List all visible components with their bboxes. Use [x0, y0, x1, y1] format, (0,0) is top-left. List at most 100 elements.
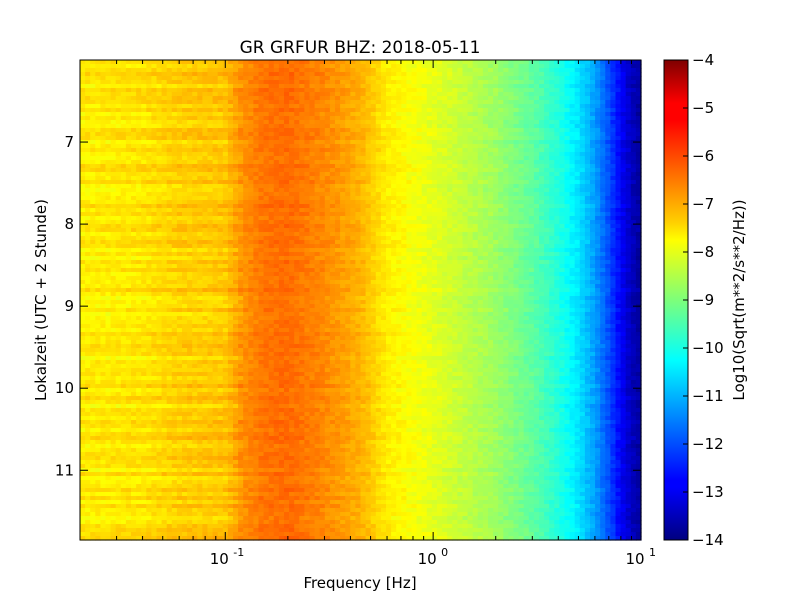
- heatmap-cell: [253, 188, 260, 193]
- heatmap-cell: [171, 388, 178, 393]
- heatmap-cell: [166, 104, 173, 109]
- heatmap-cell: [263, 328, 270, 333]
- heatmap-cell: [212, 136, 219, 141]
- heatmap-cell: [284, 192, 290, 197]
- heatmap-cell: [253, 276, 260, 281]
- heatmap-cell: [100, 408, 107, 413]
- heatmap-cell: [278, 364, 285, 369]
- heatmap-cell: [90, 332, 96, 337]
- heatmap-cell: [80, 536, 86, 541]
- heatmap-cell: [263, 264, 270, 269]
- heatmap-cell: [212, 356, 219, 361]
- heatmap-cell: [263, 156, 270, 161]
- heatmap-cell: [238, 176, 244, 181]
- heatmap-cell: [217, 312, 224, 317]
- heatmap-cell: [207, 112, 214, 117]
- heatmap-cell: [141, 472, 147, 477]
- heatmap-cell: [207, 148, 214, 153]
- heatmap-cell: [253, 448, 260, 453]
- heatmap-cell: [171, 420, 178, 425]
- heatmap-cell: [125, 380, 132, 385]
- heatmap-cell: [161, 448, 168, 453]
- heatmap-cell: [146, 304, 152, 309]
- heatmap-cell: [120, 328, 127, 333]
- heatmap-cell: [90, 500, 96, 505]
- heatmap-cell: [141, 280, 147, 285]
- heatmap-cell: [289, 144, 295, 149]
- heatmap-cell: [217, 388, 224, 393]
- heatmap-cell: [217, 496, 224, 501]
- heatmap-cell: [258, 376, 265, 381]
- heatmap-cell: [268, 392, 275, 397]
- heatmap-cell: [182, 72, 188, 77]
- heatmap-cell: [289, 296, 295, 301]
- heatmap-cell: [146, 320, 152, 325]
- heatmap-cell: [207, 216, 214, 221]
- heatmap-cell: [207, 432, 214, 437]
- heatmap-cell: [136, 300, 142, 305]
- heatmap-cell: [120, 100, 127, 105]
- heatmap-cell: [243, 192, 249, 197]
- heatmap-cell: [187, 92, 193, 97]
- heatmap-cell: [243, 512, 249, 517]
- heatmap-cell: [258, 340, 265, 345]
- heatmap-cell: [197, 132, 203, 137]
- heatmap-cell: [156, 252, 163, 257]
- heatmap-cell: [258, 252, 265, 257]
- heatmap-cell: [238, 476, 244, 481]
- heatmap-cell: [289, 212, 295, 217]
- heatmap-cell: [207, 420, 214, 425]
- heatmap-cell: [110, 164, 117, 169]
- heatmap-cell: [222, 292, 229, 297]
- heatmap-cell: [284, 220, 290, 225]
- heatmap-cell: [263, 432, 270, 437]
- heatmap-cell: [120, 228, 127, 233]
- heatmap-cell: [131, 304, 137, 309]
- heatmap-cell: [187, 68, 193, 73]
- heatmap-cell: [182, 476, 188, 481]
- heatmap-cell: [146, 512, 152, 517]
- heatmap-cell: [268, 132, 275, 137]
- heatmap-cell: [273, 308, 280, 313]
- heatmap-cell: [115, 260, 122, 265]
- heatmap-cell: [151, 364, 158, 369]
- heatmap-cell: [161, 432, 168, 437]
- heatmap-cell: [284, 320, 290, 325]
- heatmap-cell: [125, 172, 132, 177]
- heatmap-cell: [90, 516, 96, 521]
- heatmap-cell: [248, 116, 254, 121]
- heatmap-cell: [182, 152, 188, 157]
- heatmap-cell: [176, 524, 183, 529]
- heatmap-cell: [263, 448, 270, 453]
- heatmap-cell: [248, 336, 254, 341]
- heatmap-cell: [192, 200, 198, 205]
- heatmap-cell: [105, 296, 112, 301]
- heatmap-cell: [192, 488, 198, 493]
- heatmap-cell: [289, 168, 295, 173]
- heatmap-cell: [171, 116, 178, 121]
- heatmap-cell: [171, 296, 178, 301]
- heatmap-cell: [197, 308, 203, 313]
- heatmap-cell: [125, 100, 132, 105]
- heatmap-cell: [90, 132, 96, 137]
- heatmap-cell: [85, 208, 91, 213]
- heatmap-cell: [217, 400, 224, 405]
- heatmap-cell: [151, 156, 158, 161]
- heatmap-cell: [238, 232, 244, 237]
- heatmap-cell: [105, 500, 112, 505]
- heatmap-cell: [125, 312, 132, 317]
- heatmap-cell: [258, 108, 265, 113]
- heatmap-cell: [136, 512, 142, 517]
- heatmap-cell: [131, 228, 137, 233]
- heatmap-cell: [227, 376, 234, 381]
- heatmap-cell: [238, 368, 244, 373]
- heatmap-cell: [131, 156, 137, 161]
- heatmap-cell: [273, 328, 280, 333]
- heatmap-cell: [217, 152, 224, 157]
- heatmap-cell: [278, 188, 285, 193]
- heatmap-cell: [166, 484, 173, 489]
- heatmap-cell: [161, 348, 168, 353]
- heatmap-cell: [289, 248, 295, 253]
- heatmap-cell: [243, 372, 249, 377]
- heatmap-cell: [171, 460, 178, 465]
